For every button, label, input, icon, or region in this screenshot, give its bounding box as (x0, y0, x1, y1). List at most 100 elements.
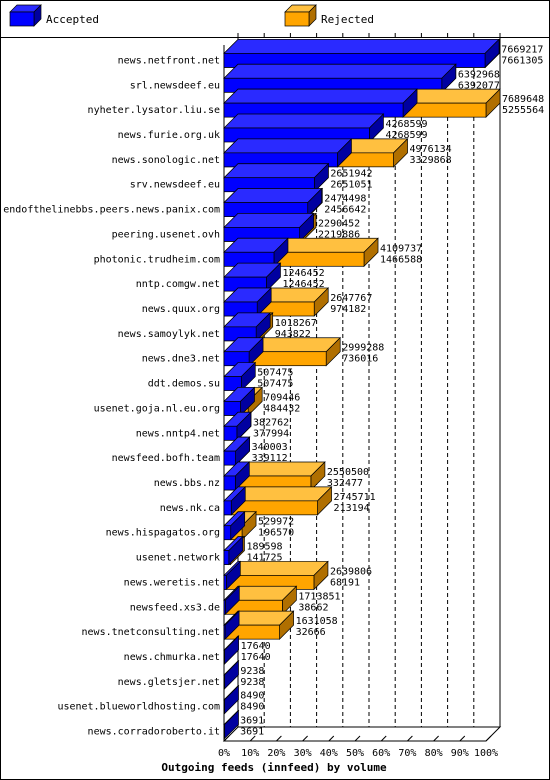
value-accepted-12: 736016 (342, 354, 378, 365)
value-accepted-7: 2219886 (318, 229, 360, 240)
plot-floor (222, 726, 502, 742)
value-accepted-16: 339112 (252, 453, 288, 464)
value-total-12: 2999288 (342, 343, 384, 354)
x-tick-label-5: 50% (346, 748, 364, 759)
bar-accepted-20-front (223, 550, 230, 565)
value-accepted-27: 3691 (240, 727, 264, 738)
category-label-0: news.netfront.net (118, 55, 220, 66)
bar-accepted-21 (223, 560, 242, 591)
category-label-7: peering.usenet.ovh (112, 229, 220, 240)
legend-swatch-1 (284, 4, 317, 27)
bar-accepted-14-front (223, 401, 241, 416)
bar-accepted-1-top (223, 63, 457, 79)
category-label-17: news.bbs.nz (154, 478, 220, 489)
bar-accepted-18 (223, 486, 247, 516)
x-tick-6 (380, 735, 387, 742)
legend-swatch-0-front (9, 11, 35, 27)
value-accepted-22: 38662 (298, 602, 328, 613)
value-accepted-5: 2651051 (330, 180, 372, 191)
bar-accepted-16 (223, 436, 251, 466)
value-accepted-8: 1466588 (380, 254, 422, 265)
category-label-20: usenet.network (136, 553, 220, 564)
bar-accepted-25 (223, 660, 240, 690)
bar-accepted-15-front (223, 425, 238, 441)
bar-accepted-0 (223, 38, 500, 69)
category-label-27: news.corradoroberto.it (88, 727, 220, 738)
category-label-14: usenet.goja.nl.eu.org (94, 403, 220, 414)
bar-accepted-8 (223, 237, 289, 268)
bar-rejected-23 (223, 610, 295, 640)
bar-accepted-1 (223, 63, 457, 94)
bar-accepted-26-front (223, 699, 225, 715)
value-total-16: 340003 (252, 442, 288, 453)
bar-accepted-5-top (223, 163, 330, 179)
bar-accepted-10 (223, 287, 273, 317)
bar-accepted-3-top (223, 113, 385, 129)
value-total-14: 709446 (264, 392, 300, 403)
value-total-3: 4268599 (385, 119, 427, 130)
bar-accepted-18-front (223, 500, 232, 516)
bar-accepted-15 (223, 411, 252, 442)
category-label-26: usenet.blueworldhosting.com (57, 702, 220, 713)
x-tick-4 (328, 735, 335, 742)
bar-accepted-19 (223, 510, 246, 541)
value-total-18: 2745711 (334, 492, 376, 503)
category-label-13: ddt.demos.su (148, 379, 220, 390)
legend-label-1: Rejected (321, 13, 374, 26)
category-label-10: news.quux.org (142, 304, 220, 315)
value-total-22: 1713851 (298, 591, 340, 602)
category-label-16: newsfeed.bofh.team (112, 453, 220, 464)
value-accepted-4: 3329868 (410, 155, 452, 166)
bar-accepted-6 (223, 187, 323, 218)
value-accepted-26: 8490 (240, 702, 264, 713)
value-total-26: 8490 (240, 691, 264, 702)
value-accepted-6: 2456642 (324, 205, 366, 216)
value-accepted-1: 6392077 (458, 80, 500, 91)
category-label-19: news.hispagatos.org (106, 528, 220, 539)
bar-accepted-13 (223, 361, 257, 392)
bar-accepted-0-top (223, 39, 500, 54)
bar-accepted-17 (223, 461, 251, 491)
category-label-3: news.furie.org.uk (118, 130, 220, 141)
bar-accepted-12 (223, 336, 264, 367)
bar-accepted-7-top (223, 213, 315, 228)
value-accepted-13: 507475 (257, 379, 293, 390)
bar-accepted-2 (223, 88, 418, 118)
bar-accepted-2-top (223, 88, 418, 104)
x-tick-7 (407, 735, 413, 742)
category-label-1: srl.newsdeef.eu (130, 80, 220, 91)
bar-accepted-17-front (223, 475, 236, 491)
value-accepted-0: 7661305 (501, 55, 543, 66)
category-labels: news.netfront.net srl.newsdeef.eu nyheter.… (3, 55, 220, 737)
bar-accepted-21-front (223, 575, 227, 590)
value-accepted-20: 141725 (246, 553, 282, 564)
value-total-0: 7669217 (501, 44, 543, 55)
value-accepted-10: 974182 (330, 304, 366, 315)
bar-accepted-13-front (223, 376, 242, 391)
bar-accepted-24-front (223, 649, 225, 665)
x-tick-1 (249, 735, 256, 742)
category-label-2: nyheter.lysator.liu.se (88, 105, 220, 116)
value-accepted-11: 943822 (275, 329, 311, 340)
category-label-12: news.dne3.net (142, 354, 220, 365)
bars (223, 38, 501, 740)
value-total-23: 1631058 (296, 616, 338, 627)
value-total-27: 3691 (240, 716, 264, 727)
bar-accepted-24 (223, 635, 240, 665)
x-tick-label-10: 100% (474, 748, 498, 759)
legend: Accepted Rejected (9, 4, 374, 27)
value-total-20: 189598 (246, 542, 282, 553)
x-tick-2 (276, 735, 282, 742)
value-total-24: 17640 (241, 641, 271, 652)
value-total-8: 4109737 (380, 243, 422, 254)
x-tick-5 (354, 735, 361, 742)
legend-swatch-1-front (284, 11, 310, 27)
x-tick-3 (302, 735, 308, 742)
value-accepted-2: 5255564 (502, 105, 544, 116)
value-total-4: 4976134 (410, 144, 452, 155)
x-tick-label-9: 90% (451, 748, 469, 759)
category-label-22: newsfeed.xs3.de (130, 602, 220, 613)
value-accepted-9: 1246452 (282, 279, 324, 290)
value-accepted-23: 32666 (296, 627, 326, 638)
